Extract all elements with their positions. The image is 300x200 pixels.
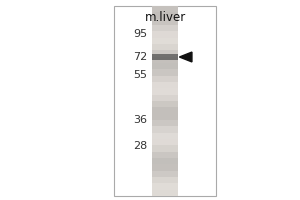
- Bar: [152, 37, 178, 44]
- Text: 95: 95: [133, 29, 147, 39]
- Bar: [152, 170, 178, 177]
- Bar: [152, 18, 178, 25]
- Bar: [152, 101, 178, 107]
- Bar: [152, 50, 178, 57]
- Bar: [152, 56, 178, 63]
- Text: 72: 72: [133, 52, 147, 62]
- Bar: [152, 6, 178, 196]
- Bar: [152, 6, 178, 12]
- Bar: [152, 126, 178, 133]
- Polygon shape: [179, 52, 192, 62]
- Text: 36: 36: [133, 115, 147, 125]
- Bar: [152, 120, 178, 126]
- Bar: [152, 113, 178, 120]
- Text: m.liver: m.liver: [144, 11, 186, 24]
- Bar: [152, 158, 178, 164]
- Text: 55: 55: [133, 70, 147, 80]
- Bar: [152, 164, 178, 171]
- Bar: [152, 82, 178, 88]
- Bar: [152, 25, 178, 31]
- Bar: [152, 107, 178, 114]
- Bar: [152, 145, 178, 152]
- Bar: [152, 151, 178, 158]
- Bar: [152, 183, 178, 190]
- Bar: [152, 189, 178, 196]
- Bar: [152, 69, 178, 76]
- Bar: [152, 63, 178, 69]
- Text: 28: 28: [133, 141, 147, 151]
- Bar: [152, 139, 178, 145]
- Bar: [152, 44, 178, 50]
- Bar: [114, 6, 216, 196]
- Bar: [152, 75, 178, 82]
- Bar: [152, 177, 178, 183]
- Bar: [152, 54, 178, 60]
- Bar: [152, 31, 178, 38]
- Bar: [152, 132, 178, 139]
- Bar: [152, 94, 178, 101]
- Bar: [152, 12, 178, 19]
- Bar: [152, 88, 178, 95]
